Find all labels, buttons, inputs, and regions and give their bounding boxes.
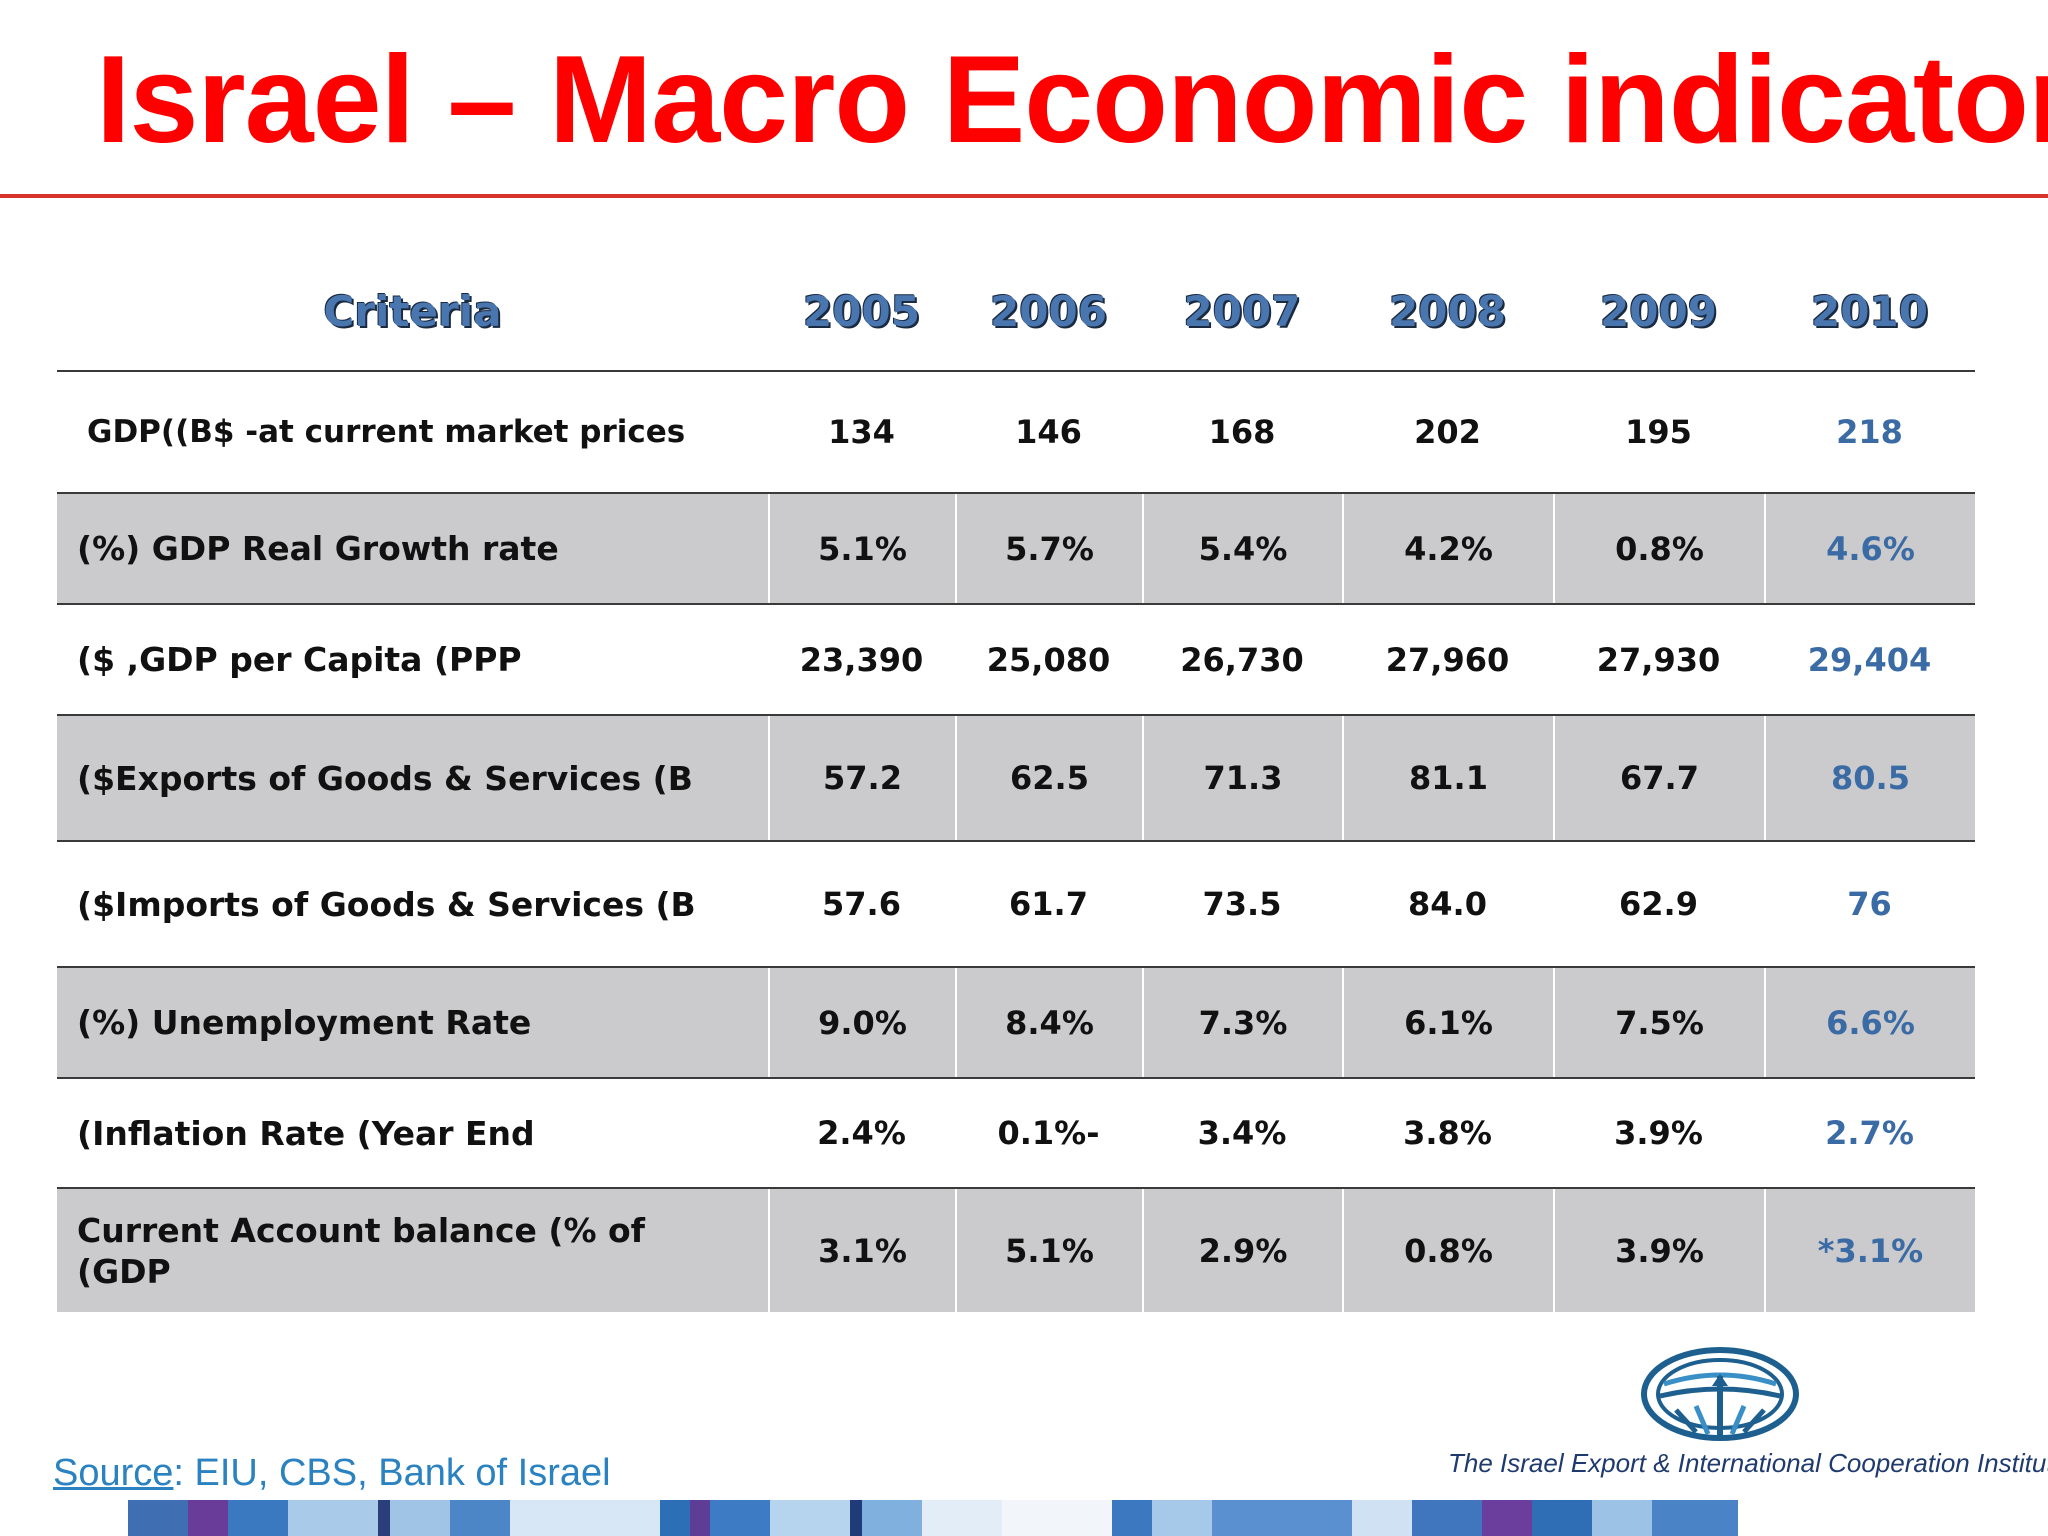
table-cell: 195 <box>1625 413 1692 451</box>
table-cell: 3.8% <box>1403 1114 1492 1152</box>
table-cell: 2.9% <box>1142 1189 1342 1312</box>
row-label: Current Account balance (% of (GDP <box>77 1210 646 1291</box>
table-cell: 61.7 <box>1009 885 1088 923</box>
table-cell: 84.0 <box>1408 885 1487 923</box>
table-row: (Inflation Rate (Year End 2.4% 0.1%- 3.4… <box>57 1079 1975 1189</box>
table-cell: 202 <box>1414 413 1481 451</box>
table-cell: 2.4% <box>817 1114 906 1152</box>
table-cell: 0.1%- <box>997 1114 1100 1152</box>
header-year: 2010 <box>1811 286 1928 336</box>
table-cell: *3.1% <box>1764 1189 1975 1312</box>
table-cell: 5.4% <box>1142 494 1342 603</box>
table-cell: 4.6% <box>1764 494 1975 603</box>
table-cell: 134 <box>828 413 895 451</box>
table-cell: 27,960 <box>1385 640 1510 679</box>
table-cell: 80.5 <box>1764 716 1975 840</box>
table-cell: 3.1% <box>768 1189 955 1312</box>
row-label: ($Exports of Goods & Services (B <box>77 758 693 798</box>
source-link[interactable]: Source <box>53 1452 174 1494</box>
table-row: GDP((B$ -at current market prices 134 14… <box>57 372 1975 494</box>
table-cell: 27,930 <box>1596 640 1721 679</box>
title-divider <box>0 194 2048 198</box>
table-cell: 7.3% <box>1142 968 1342 1077</box>
table-row: ($ ,GDP per Capita (PPP 23,390 25,080 26… <box>57 605 1975 716</box>
row-label: ($ ,GDP per Capita (PPP <box>77 640 522 679</box>
table-cell: 9.0% <box>768 968 955 1077</box>
header-year: 2006 <box>990 286 1107 336</box>
header-year: 2008 <box>1389 286 1506 336</box>
slide-title: Israel – Macro Economic indicators <box>96 31 2048 169</box>
table-cell: 5.7% <box>955 494 1142 603</box>
table-cell: 71.3 <box>1142 716 1342 840</box>
table-cell: 23,390 <box>799 640 924 679</box>
table-cell: 0.8% <box>1342 1189 1553 1312</box>
table-cell: 62.9 <box>1619 885 1698 923</box>
table-cell: 3.9% <box>1614 1114 1703 1152</box>
table-cell: 26,730 <box>1180 640 1304 679</box>
table-cell: 4.2% <box>1342 494 1553 603</box>
table-cell: 76 <box>1847 885 1892 923</box>
table-row: (%) GDP Real Growth rate 5.1% 5.7% 5.4% … <box>57 494 1975 605</box>
row-label: (Inflation Rate (Year End <box>77 1113 535 1153</box>
table-row: Current Account balance (% of (GDP 3.1% … <box>57 1189 1975 1312</box>
row-label: (%) Unemployment Rate <box>77 1003 532 1042</box>
organization-name: The Israel Export & International Cooper… <box>1448 1448 2048 1478</box>
source-text: : EIU, CBS, Bank of Israel <box>173 1452 611 1494</box>
header-criteria: Criteria <box>323 286 502 336</box>
table-cell: 25,080 <box>986 640 1111 679</box>
row-label: GDP((B$ -at current market prices <box>87 413 686 450</box>
table-cell: 168 <box>1208 413 1276 451</box>
table-cell: 0.8% <box>1553 494 1764 603</box>
table-cell: 6.1% <box>1342 968 1553 1077</box>
table-cell: 218 <box>1836 413 1903 451</box>
table-row: ($Imports of Goods & Services (B 57.6 61… <box>57 842 1975 968</box>
table-cell: 73.5 <box>1202 885 1282 923</box>
table-cell: 2.7% <box>1825 1114 1914 1152</box>
table-cell: 5.1% <box>768 494 955 603</box>
table-header-row: Criteria 2005 2006 2007 2008 2009 2010 <box>57 252 1975 372</box>
row-label: (%) GDP Real Growth rate <box>77 529 559 568</box>
header-year: 2009 <box>1600 286 1717 336</box>
table-cell: 7.5% <box>1553 968 1764 1077</box>
table-row: ($Exports of Goods & Services (B 57.2 62… <box>57 716 1975 842</box>
table-cell: 3.4% <box>1197 1114 1287 1152</box>
table-cell: 6.6% <box>1764 968 1975 1077</box>
table-cell: 81.1 <box>1342 716 1553 840</box>
indicators-table: Criteria 2005 2006 2007 2008 2009 2010 G… <box>57 252 1975 1312</box>
table-cell: 57.2 <box>768 716 955 840</box>
table-cell: 57.6 <box>822 885 901 923</box>
globe-logo-icon <box>1640 1346 1800 1447</box>
table-cell: 8.4% <box>955 968 1142 1077</box>
decorative-stripe <box>128 1500 2048 1536</box>
header-year: 2005 <box>803 286 920 336</box>
table-cell: 67.7 <box>1553 716 1764 840</box>
table-cell: 5.1% <box>955 1189 1142 1312</box>
row-label: ($Imports of Goods & Services (B <box>77 884 696 924</box>
table-cell: 29,404 <box>1807 640 1932 679</box>
table-cell: 146 <box>1015 413 1082 451</box>
header-year: 2007 <box>1183 286 1301 336</box>
table-cell: 62.5 <box>955 716 1142 840</box>
source-note: Source: EIU, CBS, Bank of Israel <box>53 1452 611 1495</box>
table-cell: 3.9% <box>1553 1189 1764 1312</box>
table-row: (%) Unemployment Rate 9.0% 8.4% 7.3% 6.1… <box>57 968 1975 1079</box>
